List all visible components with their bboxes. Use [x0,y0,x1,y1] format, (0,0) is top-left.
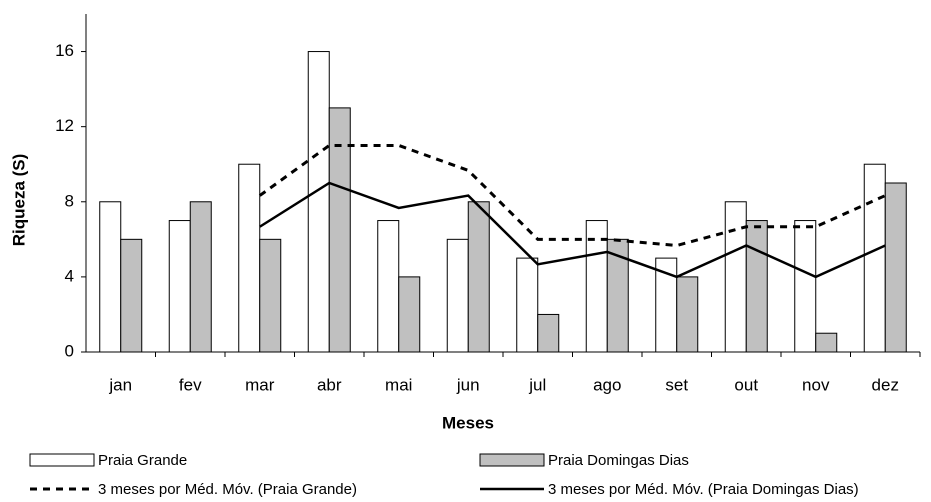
bar [724,201,747,353]
x-tick-label: abr [317,375,342,394]
y-axis-title: Riqueza (S) [9,154,28,247]
x-tick-label: mar [245,375,275,394]
bar [446,238,469,353]
legend-label: 3 meses por Méd. Móv. (Praia Grande) [98,481,357,498]
legend-label: Praia Domingas Dias [548,452,689,469]
bar [794,220,817,353]
x-tick-label: jan [108,375,132,394]
bar [259,238,282,353]
bar [189,201,212,353]
x-tick-label: nov [802,375,830,394]
x-tick-label: set [665,375,688,394]
legend-swatch [479,453,545,467]
bar [238,163,261,353]
x-tick-label: jun [456,375,480,394]
bar [537,313,560,353]
bar [884,182,907,353]
y-tick-label: 8 [65,191,74,210]
legend-label: 3 meses por Méd. Móv. (Praia Domingas Di… [548,481,859,498]
bar [377,220,400,353]
y-tick-label: 4 [65,266,74,285]
x-tick-label: mai [385,375,412,394]
bar [815,332,838,353]
moving-average-line [258,143,886,248]
bar [307,51,330,353]
bar [120,238,143,353]
legend-label: Praia Grande [98,452,187,469]
moving-average-line [259,181,886,279]
x-tick-label: jul [528,375,546,394]
y-tick-label: 0 [65,341,74,360]
x-tick-label: out [734,375,758,394]
bar [328,107,351,353]
bar [398,276,421,353]
x-axis-title: Meses [442,413,494,432]
bar [467,201,490,353]
bar [99,201,122,353]
x-tick-label: fev [179,375,202,394]
bar [745,220,768,353]
bar [168,220,191,353]
bar [863,163,886,353]
legend-swatch [29,453,95,467]
bar [516,257,539,353]
y-tick-label: 12 [55,116,74,135]
bar [676,276,699,353]
x-tick-label: dez [872,375,899,394]
y-tick-label: 16 [55,41,74,60]
x-tick-label: ago [593,375,621,394]
